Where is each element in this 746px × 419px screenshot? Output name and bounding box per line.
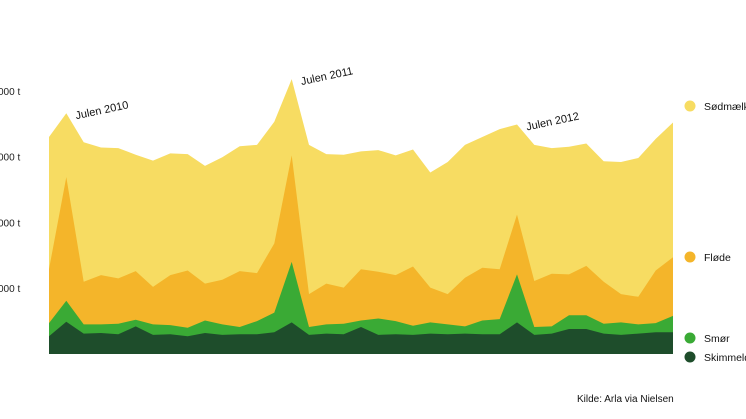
y-tick-label: 000 t <box>0 87 20 98</box>
y-axis-ticks: 000 t 000 t 000 t 000 t <box>0 87 20 295</box>
annotation-label: Julen 2011 <box>300 65 354 88</box>
area-skimmeld <box>49 321 673 354</box>
legend-swatch <box>684 332 696 344</box>
legend-label: Smør <box>704 333 730 345</box>
y-tick-label: 000 t <box>0 153 20 164</box>
legend: Skimmeld Smør Fløde Sødmælk <box>684 100 746 364</box>
legend-swatch <box>684 351 696 363</box>
christmas-annotations: Julen 2010 Julen 2011 Julen 2012 <box>74 65 580 133</box>
source-note: Kilde: Arla via Nielsen <box>577 394 674 405</box>
legend-label: Fløde <box>704 252 731 264</box>
y-tick-label: 000 t <box>0 284 20 295</box>
area-series-group <box>49 79 673 354</box>
legend-label: Skimmeld <box>704 352 746 364</box>
legend-swatch <box>684 251 696 263</box>
legend-label: Sødmælk <box>704 101 746 113</box>
y-tick-label: 000 t <box>0 219 20 230</box>
legend-swatch <box>684 100 696 112</box>
annotation-label: Julen 2012 <box>525 111 580 134</box>
annotation-label: Julen 2010 <box>74 99 129 122</box>
